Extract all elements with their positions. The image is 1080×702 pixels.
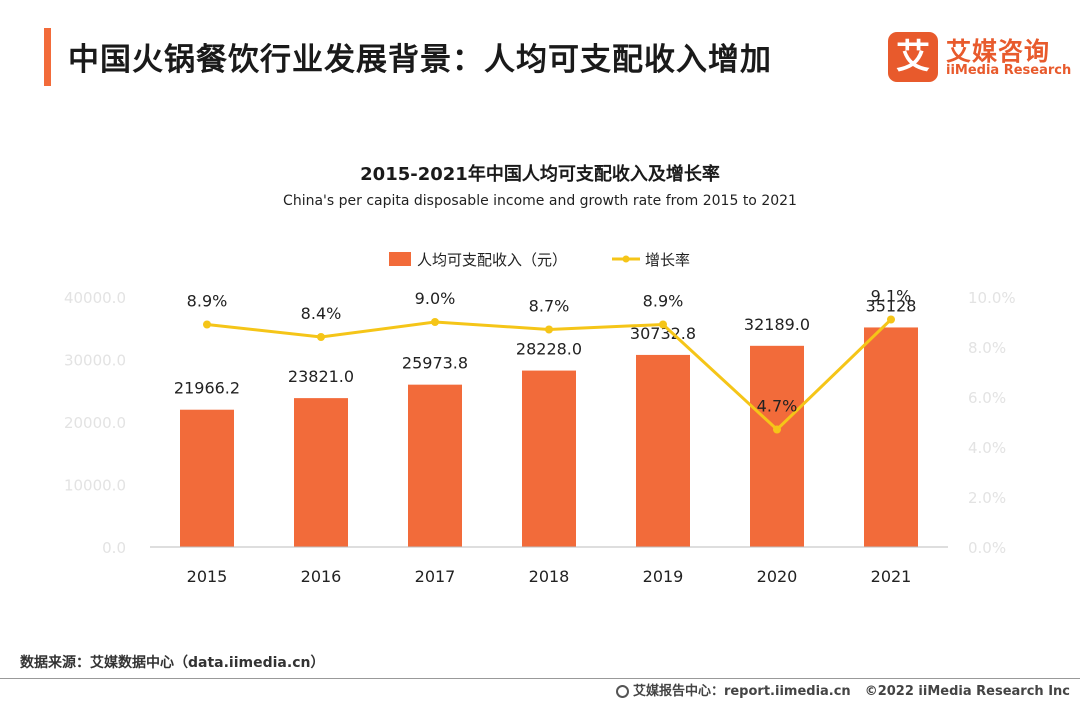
brand-block: 艾 艾媒咨询 iiMedia Research	[888, 32, 1072, 82]
growth-point	[431, 318, 439, 326]
x-tick-label: 2018	[529, 567, 570, 586]
income-bar	[294, 398, 348, 547]
x-tick-label: 2021	[871, 567, 912, 586]
growth-point-label: 4.7%	[757, 397, 798, 416]
y-axis-left: 0.0 10000.0 20000.0 30000.0 40000.0	[64, 289, 126, 557]
y-axis-right: 0.0% 2.0% 4.0% 6.0% 8.0% 10.0%	[968, 289, 1016, 557]
growth-point	[887, 315, 895, 324]
x-tick-label: 2019	[643, 567, 684, 586]
income-bar	[522, 370, 576, 547]
y-right-tick-label: 10.0%	[968, 289, 1016, 307]
chart-subtitle: China's per capita disposable income and…	[283, 193, 797, 209]
income-bar	[180, 409, 234, 547]
growth-point-label: 8.7%	[529, 297, 570, 316]
page-title: 中国火锅餐饮行业发展背景：人均可支配收入增加	[68, 42, 772, 78]
growth-point	[317, 333, 325, 341]
income-bar-label: 32189.0	[744, 315, 810, 334]
growth-point	[659, 320, 667, 329]
income-bar-label: 35128	[866, 296, 917, 315]
y-right-tick-label: 0.0%	[968, 539, 1006, 557]
footer-divider	[0, 678, 1080, 679]
growth-point-label: 8.9%	[187, 292, 228, 311]
growth-point-label: 8.9%	[643, 292, 684, 311]
x-tick-label: 2016	[301, 567, 342, 586]
growth-point	[203, 320, 211, 329]
legend-bar-label: 人均可支配收入（元）	[417, 251, 567, 269]
y-left-tick-label: 10000.0	[64, 477, 126, 495]
chart-legend: 人均可支配收入（元） 增长率	[389, 251, 690, 269]
y-right-tick-label: 2.0%	[968, 489, 1006, 507]
data-source-note: 数据来源：艾媒数据中心（data.iimedia.cn）	[20, 655, 325, 671]
income-bar-label: 23821.0	[288, 367, 354, 386]
x-tick-label: 2017	[415, 567, 456, 586]
legend-line-marker	[622, 255, 630, 263]
growth-point	[545, 325, 553, 334]
income-bar	[864, 327, 918, 547]
growth-point-label: 8.4%	[301, 304, 342, 323]
footer-credits: 艾媒报告中心：report.iimedia.cn ©2022 iiMedia Re…	[615, 680, 1070, 699]
growth-point-label: 9.0%	[415, 289, 456, 308]
y-right-tick-label: 6.0%	[968, 389, 1006, 407]
growth-point	[773, 425, 781, 434]
brand-name-cn: 艾媒咨询	[946, 37, 1051, 66]
report-center-icon	[615, 685, 629, 698]
income-bar	[408, 384, 462, 547]
x-tick-label: 2015	[187, 567, 228, 586]
bar-series	[180, 327, 918, 547]
growth-value-labels: 8.9% 8.4% 9.0% 8.7% 8.9% 4.7% 9.1%	[187, 287, 912, 416]
y-left-tick-label: 30000.0	[64, 352, 126, 370]
x-axis-labels: 2015 2016 2017 2018 2019 2020 2021	[187, 567, 912, 586]
income-bar	[750, 345, 804, 547]
brand-name-en: iiMedia Research	[946, 63, 1072, 78]
y-right-tick-label: 8.0%	[968, 339, 1006, 357]
copyright-text: ©2022 iiMedia Research Inc	[864, 684, 1070, 699]
growth-line-series	[203, 315, 895, 434]
income-bar-label: 25973.8	[402, 354, 468, 373]
x-tick-label: 2020	[757, 567, 798, 586]
y-left-tick-label: 0.0	[102, 539, 126, 557]
chart-title: 2015-2021年中国人均可支配收入及增长率	[360, 164, 720, 185]
income-bar-label: 21966.2	[174, 379, 240, 398]
legend-line-label: 增长率	[645, 251, 690, 269]
y-left-tick-label: 40000.0	[64, 289, 126, 307]
legend-bar-swatch	[389, 252, 411, 266]
income-bar	[636, 354, 690, 547]
y-left-tick-label: 20000.0	[64, 414, 126, 432]
income-bar-label: 28228.0	[516, 340, 582, 359]
report-center-link[interactable]: 艾媒报告中心：report.iimedia.cn	[632, 684, 851, 699]
y-right-tick-label: 4.0%	[968, 439, 1006, 457]
growth-point-label: 9.1%	[871, 287, 912, 306]
iimedia-logo-icon: 艾	[888, 32, 938, 82]
title-accent-bar	[44, 28, 51, 86]
